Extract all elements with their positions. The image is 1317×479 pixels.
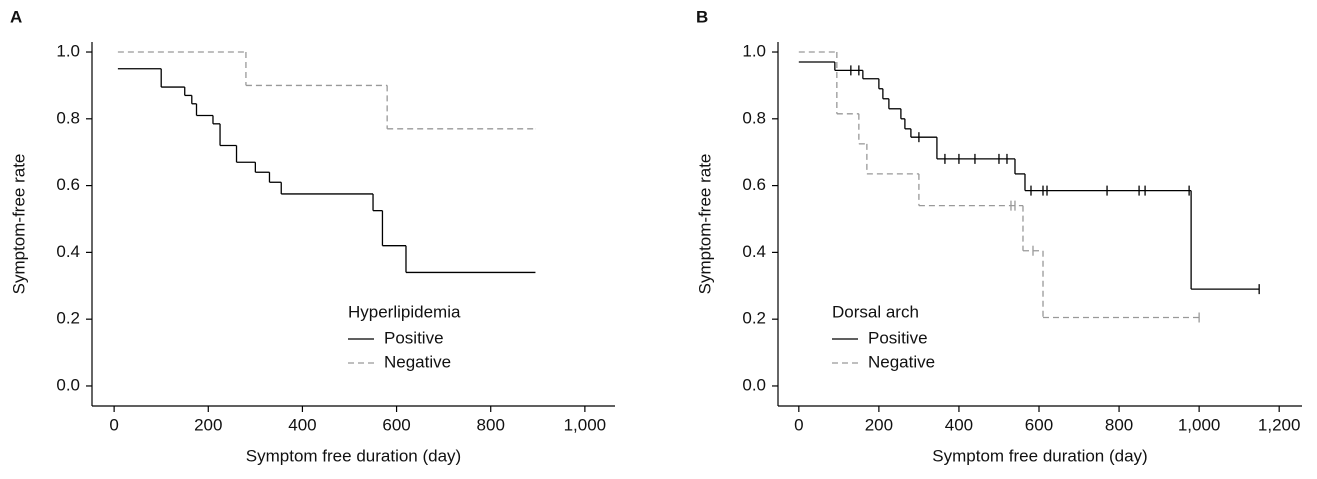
legend-label: Negative — [868, 352, 935, 371]
x-tick-label: 1,000 — [564, 415, 607, 434]
x-tick-label: 200 — [865, 415, 893, 434]
x-tick-label: 800 — [477, 415, 505, 434]
y-tick-label: 0.8 — [742, 108, 766, 127]
legend-label: Positive — [868, 328, 928, 347]
y-tick-label: 0.2 — [742, 309, 766, 328]
x-tick-label: 400 — [945, 415, 973, 434]
y-tick-label: 1.0 — [56, 42, 80, 61]
panel-label: B — [696, 7, 708, 26]
x-tick-label: 1,200 — [1258, 415, 1301, 434]
x-tick-label: 600 — [382, 415, 410, 434]
legend-label: Negative — [384, 352, 451, 371]
x-tick-label: 400 — [288, 415, 316, 434]
x-tick-label: 600 — [1025, 415, 1053, 434]
x-tick-label: 800 — [1105, 415, 1133, 434]
x-tick-label: 0 — [109, 415, 118, 434]
y-tick-label: 0.0 — [56, 375, 80, 394]
y-tick-label: 0.4 — [56, 242, 80, 261]
y-tick-label: 0.4 — [742, 242, 766, 261]
y-tick-label: 1.0 — [742, 42, 766, 61]
x-tick-label: 0 — [794, 415, 803, 434]
legend-title: Hyperlipidemia — [348, 302, 461, 321]
x-axis-label: Symptom free duration (day) — [246, 446, 461, 465]
panel-label: A — [10, 7, 22, 26]
x-tick-label: 1,000 — [1178, 415, 1221, 434]
y-tick-label: 0.6 — [56, 175, 80, 194]
y-tick-label: 0.0 — [742, 375, 766, 394]
y-axis-label: Symptom-free rate — [9, 154, 28, 295]
x-axis-label: Symptom free duration (day) — [932, 446, 1147, 465]
y-tick-label: 0.8 — [56, 108, 80, 127]
y-tick-label: 0.2 — [56, 309, 80, 328]
y-tick-label: 0.6 — [742, 175, 766, 194]
y-axis-label: Symptom-free rate — [695, 154, 714, 295]
x-tick-label: 200 — [194, 415, 222, 434]
legend-title: Dorsal arch — [832, 302, 919, 321]
legend-label: Positive — [384, 328, 444, 347]
